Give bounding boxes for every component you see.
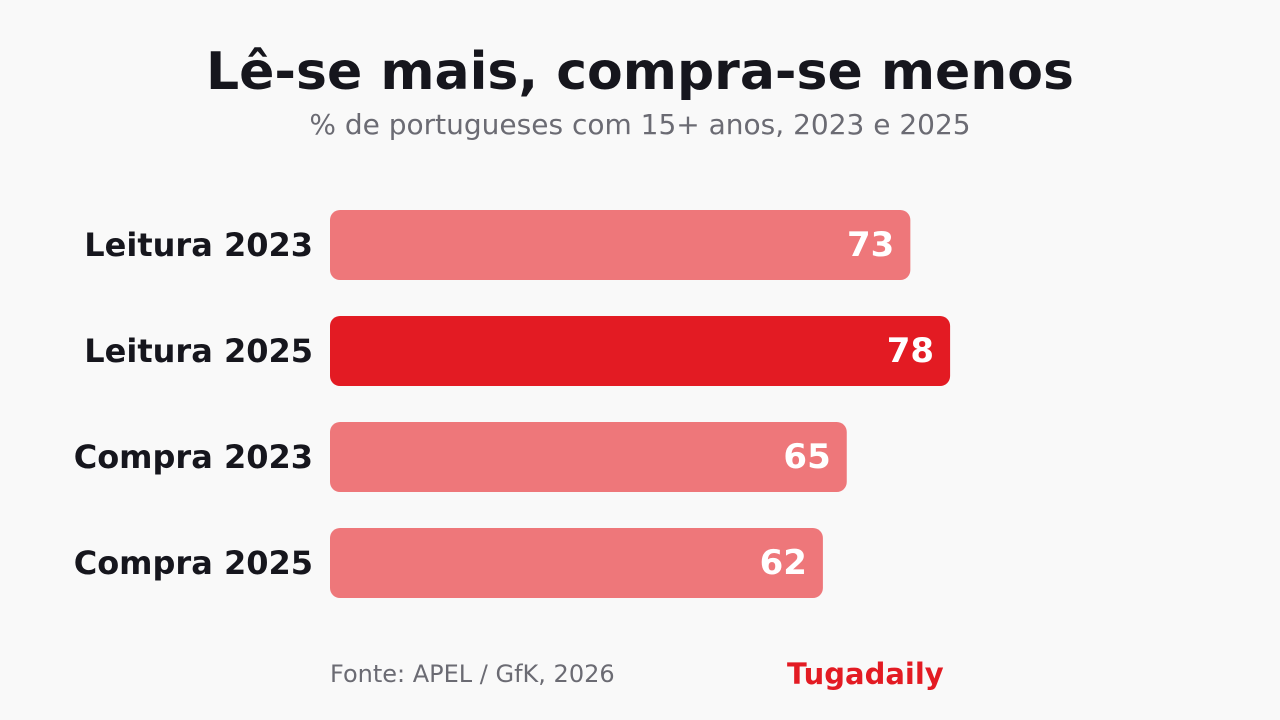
value-label: 78	[887, 331, 934, 371]
bar-leitura-2023	[330, 210, 911, 280]
value-label: 62	[760, 543, 807, 583]
bar-compra-2025	[330, 528, 823, 598]
chart-subtitle: % de portugueses com 15+ anos, 2023 e 20…	[309, 108, 971, 141]
chart-title: Lê-se mais, compra-se menos	[206, 42, 1074, 102]
category-label: Compra 2023	[74, 438, 313, 476]
category-label: Leitura 2023	[84, 226, 313, 264]
category-label: Compra 2025	[74, 544, 313, 582]
bar-leitura-2025	[330, 316, 951, 386]
category-label: Leitura 2025	[84, 332, 313, 370]
value-label: 65	[783, 437, 830, 477]
bar-chart: Leitura 2023 73 Leitura 2025 78 Compra 2023 6…	[74, 210, 951, 598]
bar-compra-2023	[330, 422, 847, 492]
brand-logo: Tugadaily	[787, 657, 944, 691]
source-note: Fonte: APEL / GfK, 2026	[330, 660, 615, 688]
value-label: 73	[847, 225, 894, 265]
